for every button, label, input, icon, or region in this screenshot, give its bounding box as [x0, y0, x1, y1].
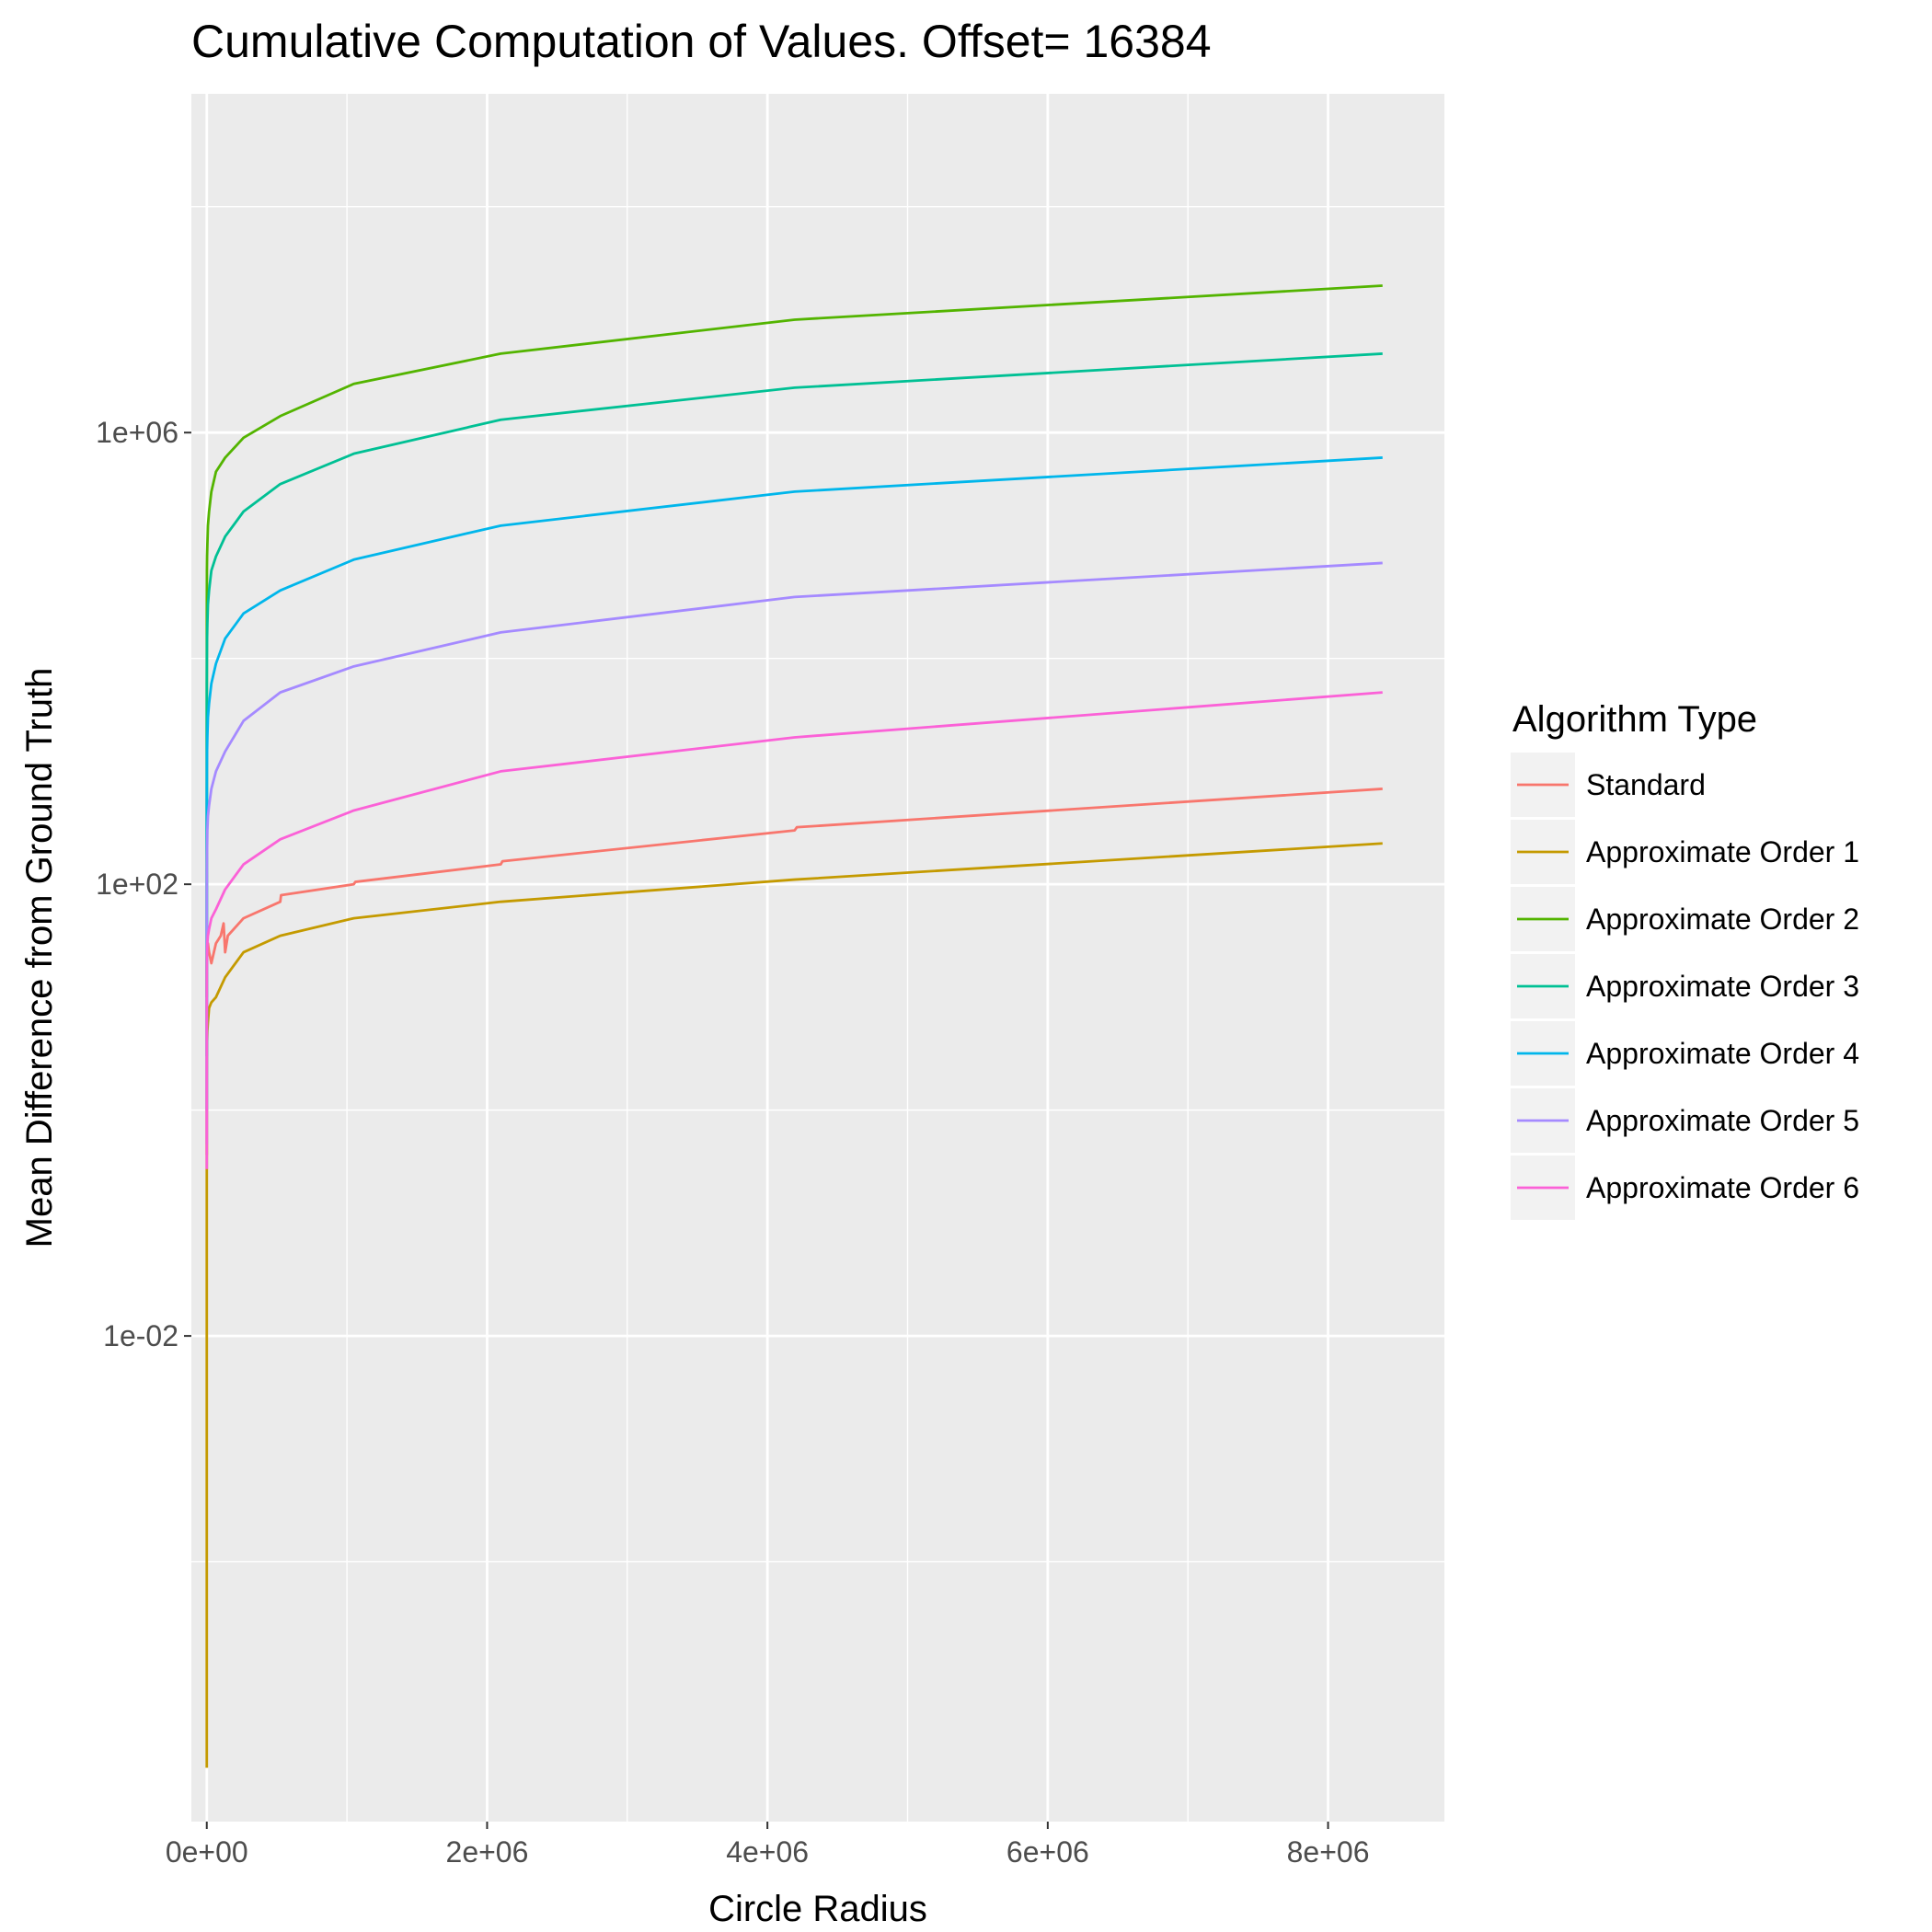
series-lines	[205, 284, 1383, 1768]
grid-major	[191, 94, 1444, 1822]
legend-label-approximate-order-1: Approximate Order 1	[1586, 835, 1859, 868]
legend-label-approximate-order-4: Approximate Order 4	[1586, 1037, 1859, 1070]
x-tick-label: 6e+06	[1006, 1835, 1089, 1869]
legend-label-approximate-order-3: Approximate Order 3	[1586, 970, 1859, 1003]
legend-label-standard: Standard	[1586, 768, 1706, 801]
legend-title: Algorithm Type	[1512, 699, 1757, 740]
x-tick-label: 2e+06	[446, 1835, 529, 1869]
legend-items: Standard Approximate Order 1 Approximate O…	[1511, 753, 1859, 1220]
legend-label-approximate-order-5: Approximate Order 5	[1586, 1104, 1859, 1137]
legend: Algorithm Type Standard Approximate Order…	[1511, 699, 1859, 1220]
legend-label-approximate-order-6: Approximate Order 6	[1586, 1171, 1859, 1204]
x-tick-label: 4e+06	[726, 1835, 809, 1869]
x-axis-ticks: 0e+00 2e+06 4e+06 6e+06 8e+06	[166, 1822, 1370, 1869]
y-tick-label: 1e+06	[96, 416, 178, 449]
y-axis-ticks: 1e-02 1e+02 1e+06	[96, 416, 191, 1352]
x-tick-label: 8e+06	[1287, 1835, 1370, 1869]
series-line-approximate-order-6	[205, 691, 1383, 1169]
plot-panel	[191, 94, 1444, 1822]
y-axis-title: Mean Difference from Ground Truth	[19, 668, 60, 1248]
y-tick-label: 1e+02	[96, 868, 178, 901]
x-tick-label: 0e+00	[166, 1835, 248, 1869]
x-axis-title: Circle Radius	[708, 1889, 927, 1929]
chart-title: Cumulative Computation of Values. Offset…	[191, 16, 1212, 67]
y-tick-label: 1e-02	[103, 1319, 178, 1352]
legend-label-approximate-order-2: Approximate Order 2	[1586, 903, 1859, 936]
